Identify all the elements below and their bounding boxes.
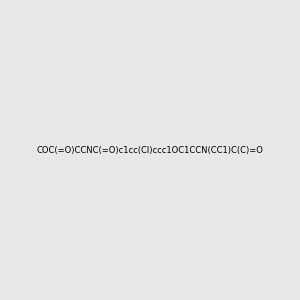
Text: COC(=O)CCNC(=O)c1cc(Cl)ccc1OC1CCN(CC1)C(C)=O: COC(=O)CCNC(=O)c1cc(Cl)ccc1OC1CCN(CC1)C(… (37, 146, 263, 154)
